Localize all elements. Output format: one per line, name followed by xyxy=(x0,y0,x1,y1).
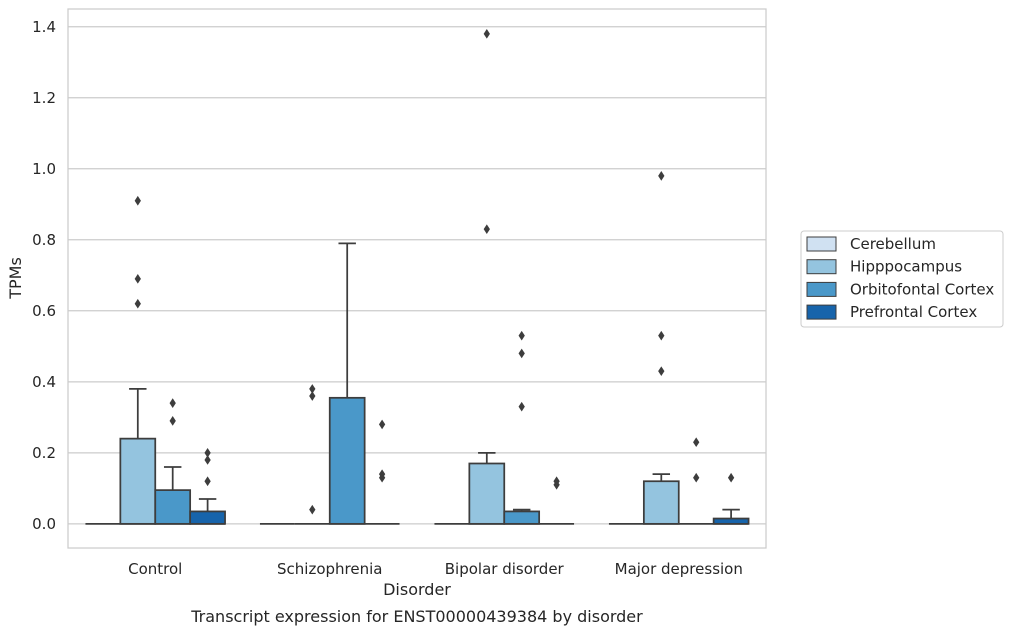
box-3-3 xyxy=(712,508,750,525)
outlier-marker xyxy=(204,476,211,487)
box-2-2 xyxy=(503,508,541,525)
legend-label: Prefrontal Cortex xyxy=(850,303,977,321)
outlier-marker xyxy=(658,366,665,377)
box-body xyxy=(468,462,506,525)
outlier-marker xyxy=(134,274,141,284)
outlier-marker xyxy=(518,401,525,412)
outlier-marker xyxy=(169,416,176,426)
y-tick-label: 0.2 xyxy=(32,444,56,462)
plot-background xyxy=(68,9,766,548)
outlier-marker xyxy=(204,455,211,465)
boxes xyxy=(85,242,750,525)
legend: Cerebellum Hipppocampus Orbitofontal Corte… xyxy=(800,230,1004,328)
outliers xyxy=(134,29,735,515)
legend-label: Cerebellum xyxy=(850,235,936,253)
box-body xyxy=(503,510,541,525)
legend-swatch xyxy=(806,281,837,297)
outlier-marker xyxy=(378,469,386,479)
outlier-marker xyxy=(309,504,316,515)
box-3-0 xyxy=(189,498,226,525)
chart-title: Transcript expression for ENST0000043938… xyxy=(190,607,643,626)
outlier-marker xyxy=(727,472,735,483)
x-tick-label: Schizophrenia xyxy=(277,560,382,578)
legend-swatch xyxy=(806,236,837,252)
legend-swatch xyxy=(806,304,837,320)
outlier-marker xyxy=(693,472,700,483)
outlier-marker xyxy=(134,298,141,309)
outlier-marker xyxy=(169,398,176,408)
x-axis-label: Disorder xyxy=(383,580,451,599)
outlier-marker xyxy=(518,330,525,341)
y-tick-labels: 0.0 0.2 0.4 0.6 0.8 1.0 1.2 1.4 xyxy=(32,18,56,533)
box-body xyxy=(642,480,680,525)
y-tick-label: 1.0 xyxy=(32,160,56,178)
box-2-1 xyxy=(328,242,366,525)
y-tick-label: 0.0 xyxy=(32,515,56,533)
box-body xyxy=(328,396,366,525)
legend-label: Orbitofontal Cortex xyxy=(850,280,994,298)
x-tick-label: Control xyxy=(128,560,182,578)
y-axis-label: TPMs xyxy=(6,257,25,300)
plot-frame xyxy=(67,8,767,549)
y-tick-label: 0.8 xyxy=(32,231,56,249)
y-tick-label: 0.6 xyxy=(32,302,56,320)
legend-swatch xyxy=(806,259,837,275)
outlier-marker xyxy=(483,224,490,234)
x-tick-labels: Control Schizophrenia Bipolar disorder Majo… xyxy=(128,560,743,578)
outlier-marker xyxy=(553,476,560,487)
outlier-marker xyxy=(204,448,211,458)
outlier-marker xyxy=(658,330,665,341)
box-1-0 xyxy=(119,388,157,525)
outlier-marker xyxy=(483,29,490,39)
outlier-marker xyxy=(378,419,386,430)
outlier-marker xyxy=(134,195,141,206)
y-tick-label: 0.4 xyxy=(32,373,56,391)
outlier-marker xyxy=(309,384,316,394)
outlier-marker xyxy=(658,171,665,181)
outlier-marker xyxy=(693,437,700,448)
outlier-marker xyxy=(309,391,316,401)
legend-label: Hipppocampus xyxy=(850,258,962,276)
box-1-2 xyxy=(468,451,506,525)
y-tick-label: 1.4 xyxy=(32,18,56,36)
x-tick-label: Major depression xyxy=(615,560,743,578)
box-body xyxy=(189,510,226,525)
box-body xyxy=(154,489,192,525)
legend-frame xyxy=(800,230,1004,328)
box-body xyxy=(119,437,157,525)
outlier-marker xyxy=(518,348,525,359)
y-tick-label: 1.2 xyxy=(32,89,56,107)
box-1-3 xyxy=(642,473,680,525)
box-2-0 xyxy=(154,466,192,525)
x-tick-label: Bipolar disorder xyxy=(445,560,565,578)
